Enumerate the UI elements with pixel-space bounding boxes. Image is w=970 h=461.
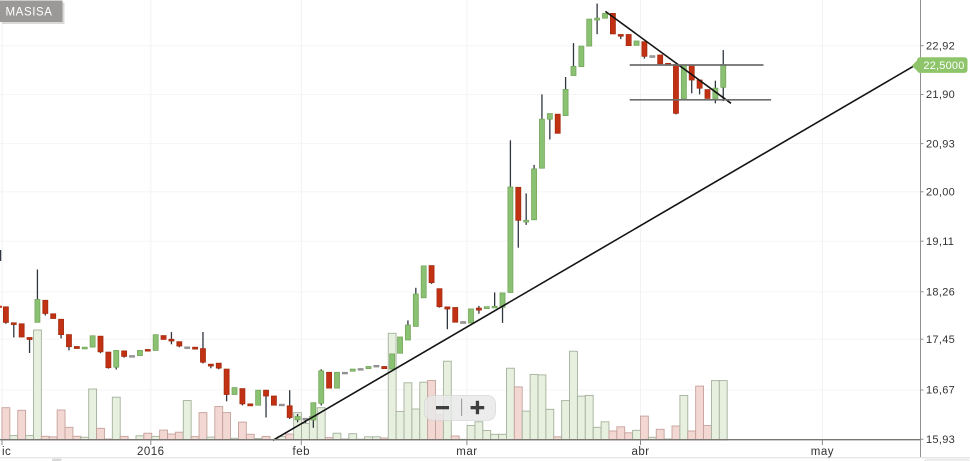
svg-text:16,67: 16,67 [926, 385, 955, 397]
svg-text:19,11: 19,11 [926, 236, 954, 248]
svg-text:20,00: 20,00 [926, 187, 955, 199]
svg-text:mar: mar [456, 446, 477, 458]
svg-text:17,45: 17,45 [926, 334, 955, 346]
svg-text:21,90: 21,90 [926, 89, 955, 101]
svg-text:22,5000: 22,5000 [923, 60, 964, 72]
svg-text:22,92: 22,92 [926, 40, 955, 52]
svg-text:feb: feb [293, 446, 311, 458]
svg-text:ic: ic [2, 446, 11, 458]
svg-text:MASISA: MASISA [6, 7, 53, 19]
svg-text:18,26: 18,26 [926, 287, 955, 299]
svg-text:20,93: 20,93 [926, 138, 955, 150]
svg-text:may: may [811, 446, 834, 458]
svg-text:2016: 2016 [137, 446, 165, 458]
svg-text:15,93: 15,93 [926, 434, 955, 446]
svg-text:abr: abr [631, 446, 649, 458]
